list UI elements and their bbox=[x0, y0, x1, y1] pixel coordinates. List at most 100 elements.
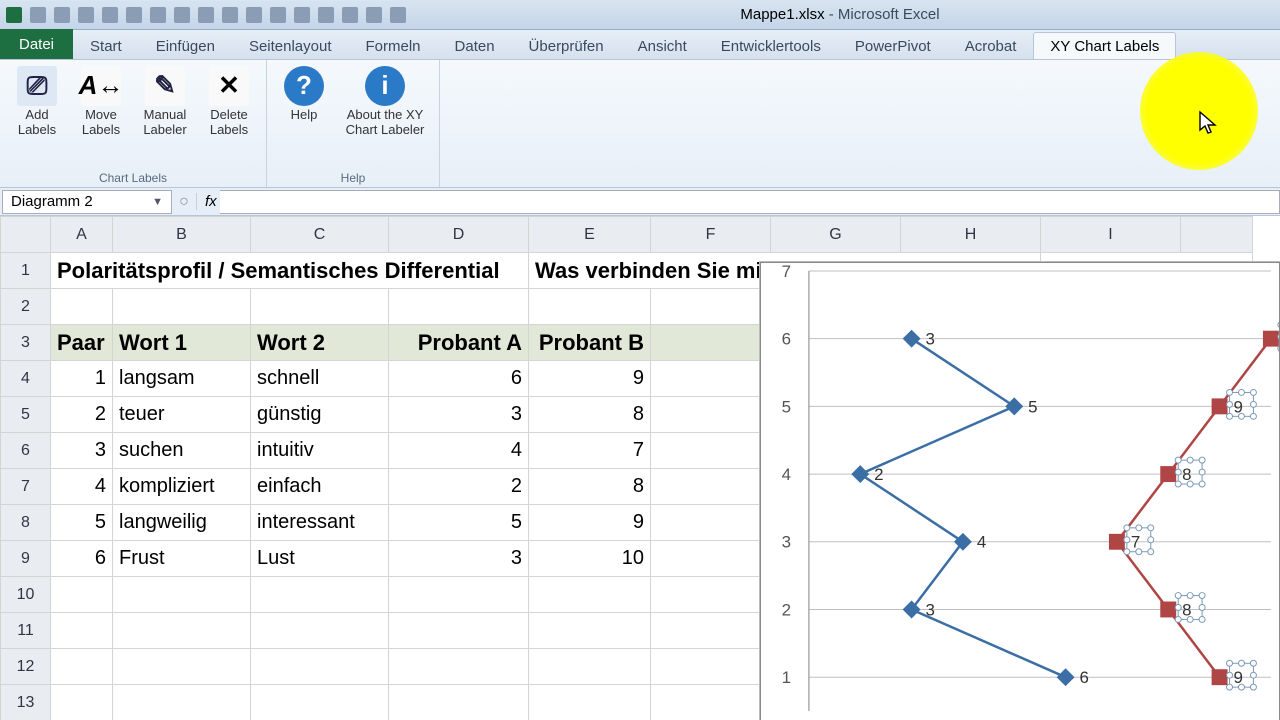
qat-icon-5[interactable] bbox=[198, 7, 214, 23]
cell[interactable]: interessant bbox=[251, 505, 389, 541]
cell[interactable]: suchen bbox=[113, 433, 251, 469]
tab-start[interactable]: Start bbox=[73, 32, 139, 59]
cell[interactable]: 2 bbox=[51, 397, 113, 433]
col-header[interactable]: D bbox=[389, 217, 529, 253]
formula-input[interactable] bbox=[220, 190, 1280, 214]
cell[interactable]: 9 bbox=[529, 505, 651, 541]
col-header[interactable]: C bbox=[251, 217, 389, 253]
cell[interactable]: 8 bbox=[529, 469, 651, 505]
row-header[interactable]: 10 bbox=[1, 577, 51, 613]
row-header[interactable]: 2 bbox=[1, 289, 51, 325]
move-labels-button[interactable]: A↔ Move Labels bbox=[70, 64, 132, 140]
qat-icon-3[interactable] bbox=[150, 7, 166, 23]
tab-xy-chart-labels[interactable]: XY Chart Labels bbox=[1033, 32, 1176, 59]
col-header[interactable]: F bbox=[651, 217, 771, 253]
row-header[interactable]: 4 bbox=[1, 361, 51, 397]
qat-icon-2[interactable] bbox=[126, 7, 142, 23]
save-icon[interactable] bbox=[30, 7, 46, 23]
cancel-formula-icon[interactable]: ○ bbox=[172, 193, 196, 211]
cell[interactable]: Probant A bbox=[389, 325, 529, 361]
tab-seitenlayout[interactable]: Seitenlayout bbox=[232, 32, 349, 59]
col-header[interactable]: I bbox=[1041, 217, 1181, 253]
cell[interactable]: 3 bbox=[389, 397, 529, 433]
chevron-down-icon[interactable]: ▼ bbox=[152, 196, 163, 208]
cell[interactable]: Probant B bbox=[529, 325, 651, 361]
cell[interactable]: langweilig bbox=[113, 505, 251, 541]
cell[interactable]: intuitiv bbox=[251, 433, 389, 469]
cell[interactable]: schnell bbox=[251, 361, 389, 397]
tab-powerpivot[interactable]: PowerPivot bbox=[838, 32, 948, 59]
manual-labeler-button[interactable]: ✎ Manual Labeler bbox=[134, 64, 196, 140]
undo-icon[interactable] bbox=[54, 7, 70, 23]
col-header[interactable]: G bbox=[771, 217, 901, 253]
tab-ansicht[interactable]: Ansicht bbox=[621, 32, 704, 59]
qat-icon-12[interactable] bbox=[366, 7, 382, 23]
cell[interactable]: 1 bbox=[51, 361, 113, 397]
cell[interactable]: 3 bbox=[389, 541, 529, 577]
tab-formeln[interactable]: Formeln bbox=[349, 32, 438, 59]
about-button[interactable]: i About the XY Chart Labeler bbox=[337, 64, 433, 140]
col-header[interactable]: B bbox=[113, 217, 251, 253]
cell[interactable]: 10 bbox=[529, 541, 651, 577]
tab-acrobat[interactable]: Acrobat bbox=[948, 32, 1034, 59]
cell[interactable]: 6 bbox=[51, 541, 113, 577]
qat-icon-7[interactable] bbox=[246, 7, 262, 23]
qat-icon-1[interactable] bbox=[102, 7, 118, 23]
cell[interactable]: langsam bbox=[113, 361, 251, 397]
cell[interactable]: 2 bbox=[389, 469, 529, 505]
cell[interactable]: Lust bbox=[251, 541, 389, 577]
tab-entwickler[interactable]: Entwicklertools bbox=[704, 32, 838, 59]
delete-labels-button[interactable]: ✕ Delete Labels bbox=[198, 64, 260, 140]
tab-datei[interactable]: Datei bbox=[0, 29, 73, 59]
qat-icon-8[interactable] bbox=[270, 7, 286, 23]
cell[interactable]: 5 bbox=[51, 505, 113, 541]
row-header[interactable]: 5 bbox=[1, 397, 51, 433]
fx-icon[interactable]: fx bbox=[196, 193, 220, 210]
cell[interactable]: Paar bbox=[51, 325, 113, 361]
cell[interactable]: kompliziert bbox=[113, 469, 251, 505]
add-labels-button[interactable]: ⎚ Add Labels bbox=[6, 64, 68, 140]
row-header[interactable]: 9 bbox=[1, 541, 51, 577]
cell[interactable]: 3 bbox=[51, 433, 113, 469]
qat-icon-6[interactable] bbox=[222, 7, 238, 23]
embedded-chart[interactable]: 12345676342539878910 bbox=[760, 262, 1280, 720]
col-header[interactable] bbox=[1181, 217, 1253, 253]
row-header[interactable]: 7 bbox=[1, 469, 51, 505]
qat-icon-9[interactable] bbox=[294, 7, 310, 23]
cell[interactable]: Wort 1 bbox=[113, 325, 251, 361]
row-header[interactable]: 13 bbox=[1, 685, 51, 720]
row-header[interactable]: 12 bbox=[1, 649, 51, 685]
row-header[interactable]: 3 bbox=[1, 325, 51, 361]
cell[interactable]: 5 bbox=[389, 505, 529, 541]
row-header[interactable]: 6 bbox=[1, 433, 51, 469]
cell[interactable]: 9 bbox=[529, 361, 651, 397]
qat-icon-10[interactable] bbox=[318, 7, 334, 23]
cell[interactable]: Polaritätsprofil / Semantisches Differen… bbox=[51, 253, 529, 289]
qat-icon-11[interactable] bbox=[342, 7, 358, 23]
col-header[interactable]: E bbox=[529, 217, 651, 253]
tab-einfugen[interactable]: Einfügen bbox=[139, 32, 232, 59]
qat-icon-4[interactable] bbox=[174, 7, 190, 23]
select-all-cell[interactable] bbox=[1, 217, 51, 253]
cell[interactable]: günstig bbox=[251, 397, 389, 433]
name-box[interactable]: Diagramm 2 ▼ bbox=[2, 190, 172, 214]
cell[interactable]: 7 bbox=[529, 433, 651, 469]
tab-uberprufen[interactable]: Überprüfen bbox=[512, 32, 621, 59]
col-header[interactable]: A bbox=[51, 217, 113, 253]
cell[interactable]: 4 bbox=[389, 433, 529, 469]
tab-daten[interactable]: Daten bbox=[438, 32, 512, 59]
redo-icon[interactable] bbox=[78, 7, 94, 23]
row-header[interactable]: 11 bbox=[1, 613, 51, 649]
cell[interactable]: einfach bbox=[251, 469, 389, 505]
cell[interactable]: 8 bbox=[529, 397, 651, 433]
row-header[interactable]: 1 bbox=[1, 253, 51, 289]
row-header[interactable]: 8 bbox=[1, 505, 51, 541]
col-header[interactable]: H bbox=[901, 217, 1041, 253]
help-button[interactable]: ? Help bbox=[273, 64, 335, 125]
qat-icon-13[interactable] bbox=[390, 7, 406, 23]
cell[interactable]: Frust bbox=[113, 541, 251, 577]
cell[interactable]: Wort 2 bbox=[251, 325, 389, 361]
cell[interactable]: 4 bbox=[51, 469, 113, 505]
cell[interactable]: teuer bbox=[113, 397, 251, 433]
cell[interactable]: 6 bbox=[389, 361, 529, 397]
